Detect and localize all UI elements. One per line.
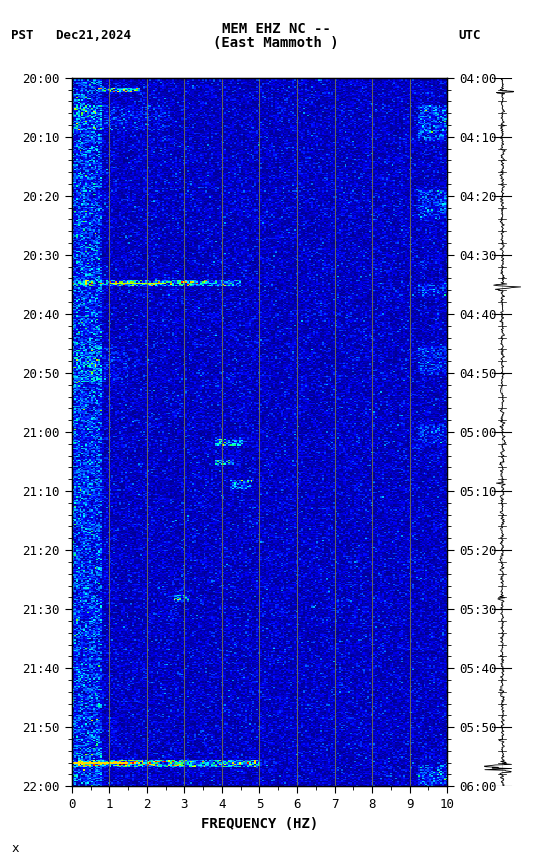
Text: x: x — [11, 842, 19, 855]
X-axis label: FREQUENCY (HZ): FREQUENCY (HZ) — [201, 816, 318, 830]
Text: PST   Dec21,2024: PST Dec21,2024 — [11, 29, 131, 41]
Text: MEM EHZ NC --: MEM EHZ NC -- — [221, 22, 331, 35]
Text: (East Mammoth ): (East Mammoth ) — [213, 36, 339, 50]
Text: UTC: UTC — [458, 29, 481, 41]
